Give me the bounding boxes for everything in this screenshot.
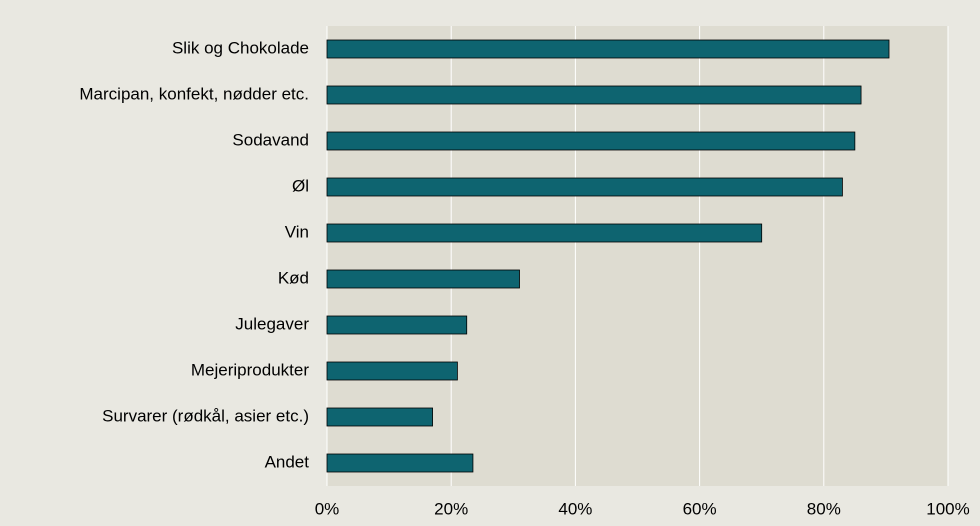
y-tick-label: Mejeriprodukter: [191, 360, 309, 379]
x-tick-label: 40%: [558, 499, 592, 518]
bar: [326, 177, 843, 197]
x-tick-label: 80%: [807, 499, 841, 518]
y-tick-label: Marcipan, konfekt, nødder etc.: [79, 84, 309, 103]
bar: [326, 269, 520, 289]
bar: [326, 361, 458, 381]
y-tick-label: Kød: [278, 268, 309, 287]
y-tick-label: Sodavand: [232, 130, 309, 149]
bar: [326, 453, 474, 473]
y-tick-label: Øl: [292, 176, 309, 195]
bar: [326, 407, 433, 427]
y-tick-label: Vin: [285, 222, 309, 241]
y-tick-label: Julegaver: [235, 314, 309, 333]
bar: [326, 131, 856, 151]
x-tick-label: 0%: [315, 499, 340, 518]
y-tick-label: Survarer (rødkål, asier etc.): [102, 406, 309, 425]
x-tick-label: 20%: [434, 499, 468, 518]
y-tick-label: Slik og Chokolade: [172, 38, 309, 57]
x-tick-label: 100%: [926, 499, 969, 518]
y-tick-label: Andet: [265, 452, 310, 471]
x-tick-label: 60%: [683, 499, 717, 518]
bar: [326, 85, 862, 105]
bar: [326, 315, 468, 335]
bar: [326, 223, 763, 243]
bar: [326, 39, 890, 59]
